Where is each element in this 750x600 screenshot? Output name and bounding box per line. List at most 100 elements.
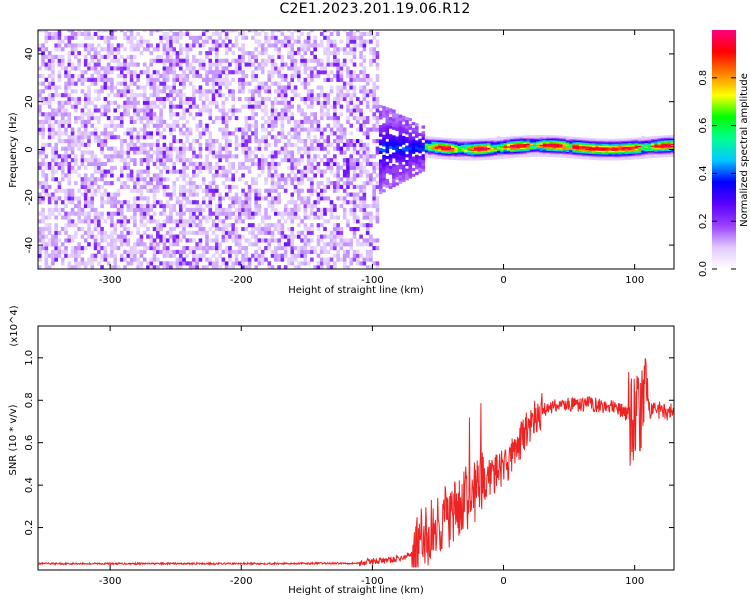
spectrogram-cell: [123, 242, 127, 247]
spectrogram-cell: [133, 127, 137, 132]
spectrogram-cell: [264, 89, 268, 94]
spectrogram-cell: [460, 141, 465, 143]
spectrogram-cell: [372, 192, 376, 197]
spectrogram-cell: [333, 58, 337, 63]
spectrogram-cell: [257, 203, 262, 209]
spectrogram-cell: [169, 142, 173, 147]
spectrogram-cell: [247, 261, 252, 266]
spectrogram-cell: [336, 242, 340, 247]
spectrogram-cell: [44, 188, 49, 193]
spectrogram-cell: [329, 238, 334, 243]
spectrogram-cell: [333, 54, 337, 59]
spectrogram-cell: [93, 226, 98, 232]
spectrogram-cell: [241, 207, 245, 212]
spectrogram-cell: [116, 66, 121, 71]
spectrogram-cell: [405, 168, 409, 172]
spectrogram-cell: [365, 77, 370, 82]
spectrogram-cell: [395, 142, 399, 146]
spectrogram-cell: [44, 31, 49, 37]
spectrogram-cell: [359, 116, 363, 121]
spectrogram-cell: [356, 192, 360, 197]
spectrogram-cell: [359, 89, 363, 94]
spectrogram-cell: [54, 158, 58, 163]
spectrogram-cell: [385, 133, 390, 137]
spectrogram-cell: [500, 149, 504, 151]
spectrogram-cell: [208, 51, 213, 56]
spectrogram-cell: [224, 238, 229, 243]
spectrogram-cell: [51, 66, 55, 71]
spectrogram-cell: [274, 173, 278, 178]
spectrogram-cell: [175, 73, 180, 79]
spectrogram-cell: [254, 207, 258, 212]
spectrogram-cell: [329, 89, 334, 94]
spectrogram-cell: [237, 203, 242, 209]
spectrogram-cell: [408, 169, 413, 173]
spectrogram-cell: [100, 138, 104, 144]
spectrogram-cell: [231, 154, 235, 159]
spectrogram-cell: [356, 96, 360, 102]
spectrogram-cell: [444, 150, 449, 153]
spectrogram-cell: [162, 253, 167, 258]
spectrogram-cell: [319, 261, 324, 266]
spectrogram-cell: [224, 211, 229, 216]
spectrogram-cell: [93, 169, 98, 174]
spectrogram-cell: [369, 30, 373, 33]
spectrogram-cell: [90, 261, 95, 266]
spectrogram-cell: [172, 261, 176, 266]
spectrogram-cell: [493, 143, 498, 146]
spectrogram-cell: [428, 147, 432, 149]
spectrogram-cell: [300, 200, 304, 205]
spectrogram-cell: [156, 138, 160, 144]
spectrogram-cell: [382, 183, 386, 187]
spectrogram-cell: [198, 131, 203, 136]
spectrogram-cell: [319, 215, 324, 220]
spectrogram-cell: [224, 112, 229, 117]
spectrogram-cell: [97, 108, 101, 113]
spectrogram-cell: [372, 138, 376, 144]
spectrogram-cell: [451, 150, 455, 152]
spectrogram-cell: [142, 230, 147, 235]
spectrogram-cell: [113, 200, 117, 205]
spectrogram-cell: [398, 157, 403, 161]
spectrogram-cell: [323, 138, 327, 144]
spectrogram-cell: [74, 161, 78, 167]
spectrogram-cell: [172, 203, 176, 209]
spectrogram-cell: [97, 35, 101, 40]
spectrogram-cell: [405, 128, 409, 132]
spectrogram-cell: [333, 173, 337, 178]
spectrogram-cell: [44, 223, 49, 228]
spectrogram-cell: [362, 207, 367, 212]
spectrogram-cell: [70, 246, 75, 251]
spectrogram-cell: [306, 169, 311, 174]
spectrogram-cell: [378, 127, 383, 132]
spectrogram-cell: [54, 119, 58, 124]
spectrogram-cell: [149, 261, 154, 266]
spectrogram-cell: [133, 81, 137, 86]
spectrogram-cell: [116, 89, 121, 94]
spectrogram-cell: [142, 215, 147, 220]
spectrogram-cell: [523, 152, 527, 154]
spectrogram-cell: [542, 150, 547, 152]
spectrogram-cell: [496, 137, 501, 139]
spectrogram-cell: [60, 188, 65, 193]
spectrogram-cell: [296, 249, 301, 254]
spectrogram-cell: [287, 261, 291, 266]
spectrogram-cell: [116, 123, 121, 128]
spectrogram-cell: [316, 215, 321, 220]
spectrogram-cell: [362, 85, 367, 90]
spectrogram-cell: [221, 131, 226, 136]
spectrogram-cell: [493, 151, 498, 154]
spectrogram-cell: [57, 104, 62, 109]
spectrogram-cell: [572, 152, 576, 154]
spectrogram-cell: [182, 131, 186, 136]
spectrogram-cell: [100, 142, 104, 147]
spectrogram-cell: [411, 162, 416, 166]
spectrogram-cell: [316, 184, 321, 189]
spectrogram-cell: [182, 211, 186, 216]
spectrogram-cell: [467, 159, 472, 161]
spectrogram-cell: [192, 161, 196, 167]
spectrogram-cell: [555, 147, 560, 149]
spectrogram-cell: [51, 116, 55, 121]
spectrogram-cell: [411, 147, 416, 152]
spectrogram-cell: [447, 143, 452, 146]
